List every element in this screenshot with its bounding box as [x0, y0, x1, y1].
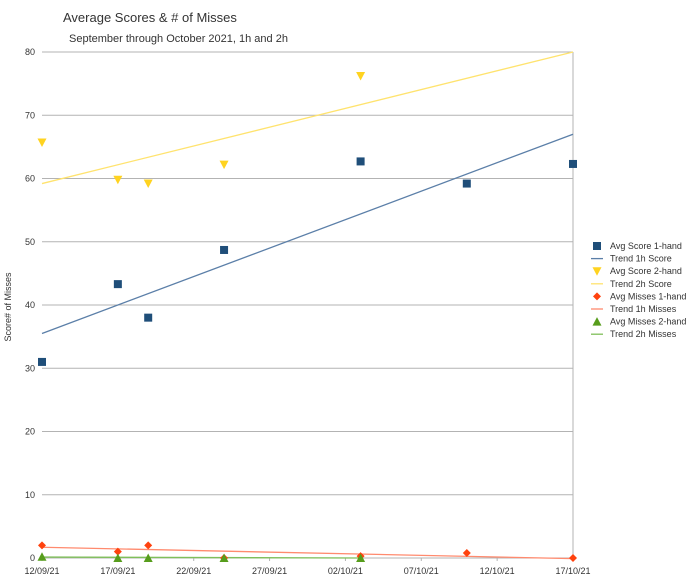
- point-s0-4: [356, 157, 365, 166]
- y-tick-label: 10: [25, 490, 35, 500]
- point-s6-0: [37, 552, 47, 561]
- point-s6-2: [143, 553, 153, 562]
- point-s0-0: [38, 357, 46, 366]
- legend-label-5: Trend 1h Misses: [610, 304, 677, 314]
- point-s0-2: [144, 313, 153, 322]
- legend-label-1: Trend 1h Score: [610, 254, 672, 264]
- point-s0-6: [569, 159, 577, 168]
- point-s6-3: [219, 553, 229, 562]
- x-tick-label: 02/10/21: [328, 566, 363, 576]
- x-ticks: 12/09/21 17/09/21 22/09/21 27/09/21 02/10/21…: [24, 566, 590, 576]
- legend-symbol-6: [592, 317, 602, 326]
- trend-line-5: [41, 546, 574, 560]
- point-s4-2: [144, 541, 153, 550]
- legend-label-7: Trend 2h Misses: [610, 329, 677, 339]
- point-s2-1: [113, 175, 123, 185]
- legend-symbol-0: [593, 242, 601, 250]
- trend-line-7: [41, 556, 361, 559]
- y-tick-label: 20: [25, 427, 35, 437]
- legend-label-2: Avg Score 2-hand: [610, 266, 682, 276]
- point-s2-0: [37, 138, 47, 147]
- point-s2-4: [356, 72, 366, 81]
- point-s4-5: [462, 548, 471, 557]
- point-s6-1: [113, 553, 123, 562]
- y-tick-label: 60: [25, 174, 35, 184]
- trend-line-1: [41, 133, 574, 335]
- chart-title: Average Scores & # of Misses: [63, 10, 237, 25]
- point-s2-3: [219, 160, 229, 170]
- grid: [41, 51, 574, 561]
- legend-label-0: Avg Score 1-hand: [610, 241, 682, 251]
- y-ticks: 0 10 20 30 40 50 60 70 80: [25, 47, 35, 563]
- legend-symbol-4: [593, 292, 601, 301]
- point-s4-0: [38, 541, 46, 550]
- y-tick-label: 40: [25, 300, 35, 310]
- x-tick-label: 22/09/21: [176, 566, 211, 576]
- trend-line-3: [41, 51, 574, 185]
- point-s2-2: [143, 179, 153, 189]
- legend-label-3: Trend 2h Score: [610, 279, 672, 289]
- point-s0-3: [220, 245, 229, 254]
- x-tick-label: 12/10/21: [480, 566, 515, 576]
- legend-label-4: Avg Misses 1-hand: [610, 291, 686, 301]
- y-tick-label: 30: [25, 363, 35, 373]
- point-s4-6: [569, 554, 577, 562]
- plot-area: [37, 51, 577, 562]
- y-tick-label: 50: [25, 237, 35, 247]
- x-tick-label: 27/09/21: [252, 566, 287, 576]
- y-tick-label: 80: [25, 47, 35, 57]
- x-tick-label: 17/09/21: [100, 566, 135, 576]
- chart-subtitle: September through October 2021, 1h and 2…: [69, 33, 288, 45]
- x-tick-label: 12/09/21: [24, 566, 59, 576]
- x-tick-label: 07/10/21: [404, 566, 439, 576]
- y-tick-label: 70: [25, 110, 35, 120]
- point-s6-4: [356, 553, 366, 562]
- point-s0-5: [462, 179, 471, 188]
- legend-symbol-2: [592, 267, 602, 276]
- y-axis-label: Score# of Misses: [3, 272, 13, 342]
- point-s4-1: [113, 547, 122, 556]
- legend: Avg Score 1-hand Trend 1h Score Avg Score …: [591, 241, 686, 339]
- legend-label-6: Avg Misses 2-hand: [610, 317, 686, 327]
- x-tick-label: 17/10/21: [555, 566, 590, 576]
- point-s0-1: [113, 280, 122, 289]
- y-tick-label: 0: [30, 553, 35, 563]
